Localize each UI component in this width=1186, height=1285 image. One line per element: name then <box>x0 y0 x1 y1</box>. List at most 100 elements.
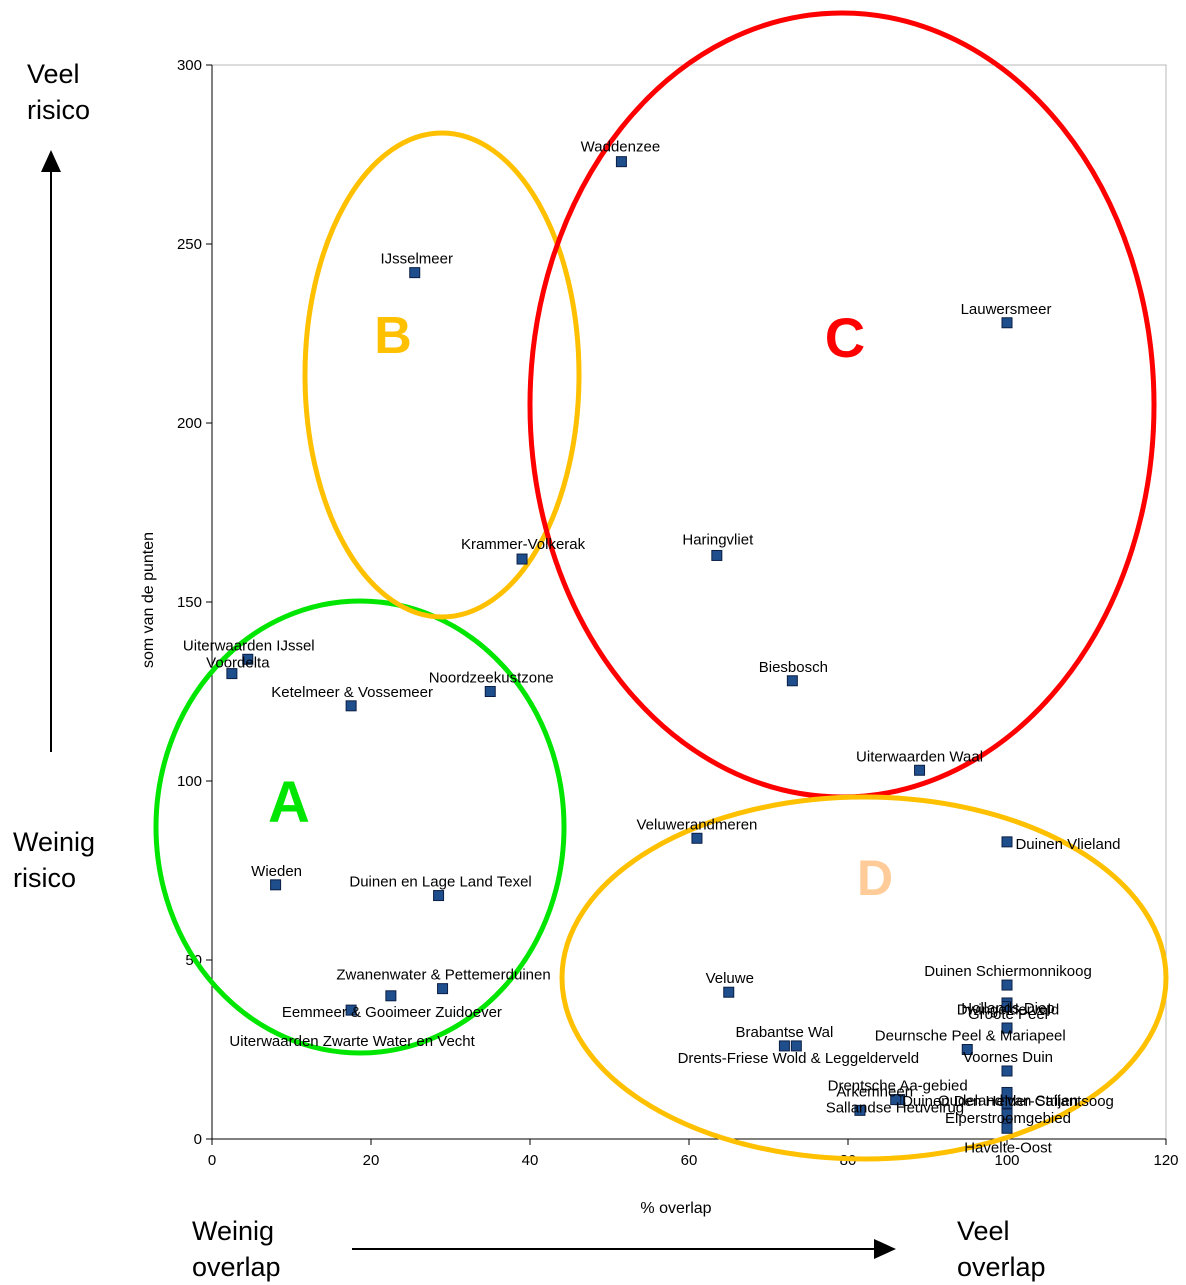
weinig-risico-annotation: Weinig risico <box>13 824 95 896</box>
data-label: Duinen en Lage Land Texel <box>349 874 531 891</box>
veel-overlap-annotation: Veel overlap <box>957 1213 1046 1285</box>
data-label: Brabantse Wal <box>735 1024 833 1041</box>
group-label-c: C <box>825 306 865 369</box>
data-label: Uiterwaarden Waal <box>856 748 983 765</box>
veel-risico-annotation: Veel risico <box>27 56 90 128</box>
data-point <box>854 1104 866 1116</box>
group-label-b: B <box>374 307 412 365</box>
veel-overlap-line-2: overlap <box>957 1252 1046 1282</box>
weinig-risico-line-1: Weinig <box>13 827 96 857</box>
data-point <box>778 1040 790 1052</box>
data-point <box>484 686 496 697</box>
data-point <box>226 668 238 680</box>
data-label: Uiterwaarden Zwarte Water en Vecht <box>229 1033 475 1050</box>
data-label: Ketelmeer & Vossemeer <box>271 684 433 701</box>
data-label: Voornes Duin <box>963 1049 1053 1066</box>
data-label: Veluwerandmeren <box>636 816 757 833</box>
y-tick-label: 300 <box>177 57 202 74</box>
data-label: Uiterwaarden IJssel <box>183 637 315 654</box>
data-label: Oudeland van Strijen <box>938 1092 1078 1109</box>
data-point <box>345 1004 357 1016</box>
data-point <box>1001 1086 1013 1098</box>
data-points <box>226 156 1013 1134</box>
data-point <box>1001 317 1013 329</box>
data-point <box>1001 979 1013 991</box>
group-ellipse-d <box>559 794 1169 1162</box>
data-point <box>1001 1097 1013 1109</box>
x-tick-label: 60 <box>681 1152 698 1169</box>
data-label: Waddenzee <box>581 139 661 156</box>
x-axis-label: % overlap <box>640 1200 711 1217</box>
data-label: Veluwe <box>706 970 754 987</box>
y-tick-label: 0 <box>194 1131 202 1148</box>
data-label: Hollands Diep <box>961 1000 1054 1017</box>
data-label: Duinen Den Helder-Callantsoog <box>902 1093 1114 1110</box>
data-label: Duinen Schiermonnikoog <box>924 963 1092 980</box>
x-tick-label: 40 <box>522 1152 539 1169</box>
group-label-d: D <box>857 850 893 906</box>
data-label: Krammer-Volkerak <box>461 536 586 553</box>
data-label: Voordelta <box>206 655 270 672</box>
weinig-risico-line-2: risico <box>13 863 77 893</box>
data-label: Wieden <box>251 863 302 880</box>
data-label: Sallandse Heuvelrug <box>826 1099 964 1116</box>
data-point <box>890 1094 902 1106</box>
data-label: Drentsche Aa-gebied <box>828 1078 968 1095</box>
data-point <box>786 675 798 687</box>
weinig-overlap-line-1: Weinig <box>192 1216 275 1246</box>
data-point <box>385 990 397 1002</box>
data-point <box>1001 1022 1013 1034</box>
weinig-overlap-line-2: overlap <box>192 1252 281 1282</box>
y-tick-label: 100 <box>177 773 202 790</box>
y-tick-label: 250 <box>177 236 202 253</box>
data-point <box>961 1044 973 1055</box>
data-point <box>723 986 735 998</box>
data-point <box>1001 1108 1013 1120</box>
data-point <box>711 549 723 561</box>
veel-overlap-line-1: Veel <box>957 1216 1010 1246</box>
data-point <box>409 267 421 279</box>
point-labels: Waddenzee IJsselmeer Lauwersmeer Krammer-Vo… <box>183 139 1121 1157</box>
group-ellipse-a <box>153 598 567 1056</box>
data-point <box>516 553 528 565</box>
data-label: Noordzeekustzone <box>429 670 554 687</box>
data-label: Deurnsche Peel & Mariapeel <box>875 1028 1066 1045</box>
data-label: Arkemheen <box>836 1084 913 1101</box>
data-point <box>242 653 254 665</box>
x-tick-label: 120 <box>1153 1152 1178 1169</box>
x-tick-label: 0 <box>208 1152 216 1169</box>
data-point <box>691 832 703 844</box>
overlap-arrow <box>352 1239 896 1259</box>
veel-risico-line-1: Veel <box>27 59 80 89</box>
group-ellipses: A B C D <box>153 10 1169 1162</box>
data-point <box>433 890 445 902</box>
group-ellipse-b <box>302 130 582 620</box>
data-label: Haringvliet <box>682 531 754 548</box>
data-label: Dwingelderveld <box>957 1002 1060 1019</box>
data-point <box>270 879 282 891</box>
y-tick-label: 150 <box>177 594 202 611</box>
x-tick-label: 100 <box>994 1152 1019 1169</box>
data-label: Drents-Friese Wold & Leggelderveld <box>678 1050 920 1067</box>
data-label: Zwanenwater & Pettemerduinen <box>336 967 550 984</box>
data-point <box>1001 836 1013 848</box>
data-label: IJsselmeer <box>380 251 453 268</box>
risk-arrow <box>41 150 61 752</box>
data-point <box>1001 1001 1013 1013</box>
data-label: Elperstroomgebied <box>945 1110 1071 1127</box>
data-label: Lauwersmeer <box>961 301 1052 318</box>
data-point <box>437 983 449 995</box>
data-point <box>1001 1065 1013 1077</box>
data-point <box>790 1040 802 1052</box>
data-label: Eemmeer & Gooimeer Zuidoever <box>282 1004 502 1021</box>
data-point <box>615 156 627 168</box>
group-ellipse-c <box>527 10 1157 800</box>
data-label: Duinen Vlieland <box>1015 836 1120 853</box>
group-label-a: A <box>268 770 310 835</box>
data-label: Havelte-Oost <box>964 1140 1052 1157</box>
y-axis-label: som van de punten <box>140 532 157 668</box>
weinig-overlap-annotation: Weinig overlap <box>192 1213 281 1285</box>
data-point <box>345 700 357 712</box>
data-label: Groote Peel <box>968 1006 1048 1023</box>
